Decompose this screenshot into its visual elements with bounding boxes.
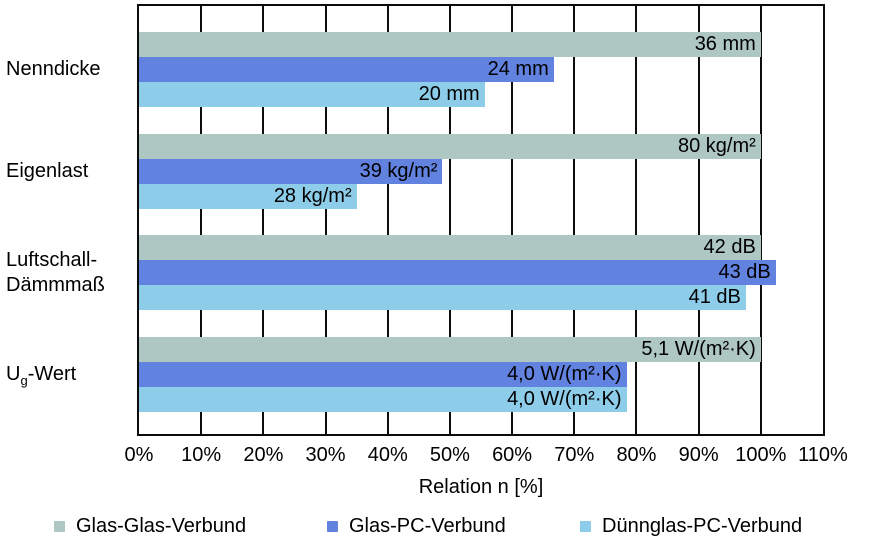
category-label-line: Ug-Wert	[6, 362, 77, 388]
gridline-90%	[697, 6, 700, 434]
bar-group: 5,1 W/(m²·K) 4,0 W/(m²·K) 4,0 W/(m²·K)	[139, 336, 823, 412]
bar-value-label: 41 dB	[688, 286, 741, 308]
bar-d-nnglas-pc-verbund: 28 kg/m²	[139, 183, 357, 209]
legend-swatch-icon	[580, 520, 591, 532]
plot-area: 36 mm 24 mm 20 mm 80 kg/m² 39 kg/m² 28 kg/m² 4…	[137, 4, 825, 436]
x-tick-label: 0%	[124, 444, 154, 466]
category-label-line: Nenndicke	[6, 58, 101, 80]
legend-item: Dünnglas-PC-Verbund	[580, 514, 802, 538]
bar-value-label: 42 dB	[703, 236, 756, 258]
gridline-20%	[262, 6, 265, 434]
category-label-line: Dämmmaß	[6, 273, 105, 296]
category-label-line: Eigenlast	[6, 159, 89, 182]
legend-item: Glas-PC-Verbund	[327, 514, 506, 538]
x-tick-label: 50%	[429, 444, 470, 466]
bar-d-nnglas-pc-verbund: 4,0 W/(m²·K)	[139, 386, 627, 412]
bar-d-nnglas-pc-verbund: 41 dB	[139, 285, 746, 310]
category-label: Eigenlast	[6, 134, 134, 209]
gridline-100%	[759, 6, 762, 434]
x-tick-label: 70%	[554, 444, 595, 466]
bar-value-label: 39 kg/m²	[359, 159, 438, 182]
bar-value-label: 20 mm	[418, 83, 480, 105]
gridline-30%	[324, 6, 327, 434]
x-tick-label: 30%	[305, 444, 346, 466]
bar-value-label: 4,0 W/(m²·K)	[507, 362, 622, 385]
bar-glas-glas-verbund: 36 mm	[139, 32, 761, 57]
gridline-40%	[386, 6, 389, 434]
category-label: Ug-Wert	[6, 337, 134, 412]
bar-glas-pc-verbund: 4,0 W/(m²·K)	[139, 361, 627, 387]
category-label: Nenndicke	[6, 32, 134, 107]
legend-label: Glas-PC-Verbund	[349, 514, 506, 537]
legend-item: Glas-Glas-Verbund	[54, 514, 246, 538]
legend-label: Dünnglas-PC-Verbund	[602, 514, 803, 537]
x-tick-label: 100%	[735, 444, 787, 466]
bar-value-label: 43 dB	[718, 261, 771, 283]
bar-value-label: 28 kg/m²	[273, 184, 352, 207]
bar-group: 42 dB 43 dB 41 dB	[139, 235, 823, 310]
bar-glas-pc-verbund: 43 dB	[139, 260, 776, 285]
bar-glas-glas-verbund: 42 dB	[139, 235, 761, 260]
category-label-line: Luftschall-	[6, 248, 98, 271]
x-tick-label: 20%	[243, 444, 284, 466]
gridline-50%	[448, 6, 451, 434]
x-tick-label: 60%	[492, 444, 533, 466]
legend-swatch-icon	[327, 520, 338, 532]
bar-group: 80 kg/m² 39 kg/m² 28 kg/m²	[139, 133, 823, 209]
gridline-70%	[573, 6, 576, 434]
legend-swatch-icon	[54, 520, 65, 532]
bar-value-label: 80 kg/m²	[678, 134, 756, 157]
bar-glas-glas-verbund: 80 kg/m²	[139, 133, 761, 159]
x-axis-ticks: 0% 10% 20% 30% 40% 50% 60% 70% 80% 90% 100% 110%	[125, 444, 848, 470]
x-tick-label: 10%	[181, 444, 222, 466]
bar-group: 36 mm 24 mm 20 mm	[139, 32, 823, 107]
bar-value-label: 5,1 W/(m²·K)	[641, 337, 756, 360]
bar-value-label: 4,0 W/(m²·K)	[507, 387, 622, 410]
x-tick-label: 80%	[616, 444, 657, 466]
bar-glas-pc-verbund: 24 mm	[139, 57, 554, 82]
x-tick-label: 40%	[367, 444, 408, 466]
bar-glas-pc-verbund: 39 kg/m²	[139, 158, 443, 184]
bar-value-label: 36 mm	[694, 33, 756, 55]
bar-d-nnglas-pc-verbund: 20 mm	[139, 82, 485, 107]
x-axis-title: Relation n [%]	[418, 476, 544, 498]
category-label: Luftschall- Dämmmaß	[6, 235, 134, 310]
x-tick-label: 110%	[798, 444, 848, 466]
bar-value-label: 24 mm	[487, 58, 549, 80]
gridline-10%	[200, 6, 203, 434]
gridline-60%	[511, 6, 514, 434]
bar-glas-glas-verbund: 5,1 W/(m²·K)	[139, 336, 761, 362]
gridline-80%	[635, 6, 638, 434]
legend-label: Glas-Glas-Verbund	[76, 514, 247, 537]
x-tick-label: 90%	[678, 444, 719, 466]
